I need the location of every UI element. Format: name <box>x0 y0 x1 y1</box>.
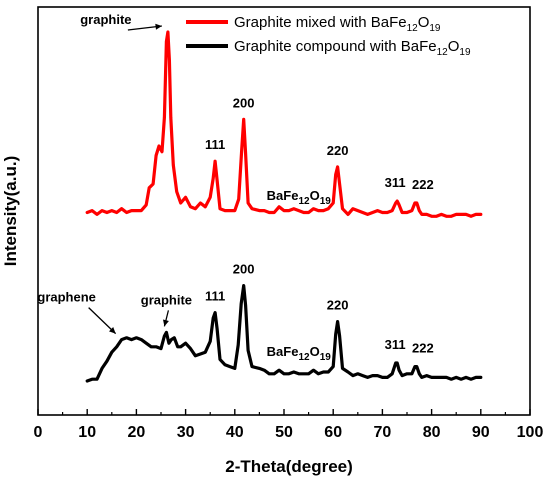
x-tick-label: 100 <box>517 424 544 441</box>
annotation-arrowhead <box>155 23 162 30</box>
annotation-label: 311 <box>385 337 406 352</box>
series-line-1 <box>85 284 483 383</box>
annotation-label: 220 <box>327 298 349 313</box>
x-tick-label: 30 <box>177 424 195 441</box>
x-tick-label: 80 <box>423 424 441 441</box>
annotation-label: graphene <box>37 290 96 305</box>
annotation-label: 200 <box>233 95 255 110</box>
legend-label-1: Graphite compound with BaFe12O19 <box>234 38 471 58</box>
annotation-label: BaFe12O19 <box>267 188 332 207</box>
series-line-0 <box>85 30 483 218</box>
x-axis-title: 2-Theta(degree) <box>225 457 353 476</box>
annotation-label: 220 <box>327 143 349 158</box>
annotation-layer: graphite 111 200 BaFe12O19 220 311 222 graphene… <box>37 12 433 363</box>
x-tick-label: 60 <box>324 424 342 441</box>
annotation-label: 111 <box>205 137 225 152</box>
annotation-label: 222 <box>412 341 434 356</box>
x-axis: 0 10 20 30 40 50 60 70 80 90 100 <box>34 409 544 441</box>
annotation-label: 200 <box>233 262 255 277</box>
annotation-label: graphite <box>80 12 131 27</box>
legend: Graphite mixed with BaFe12O19 Graphite co… <box>186 14 471 58</box>
annotation-label: 311 <box>385 175 406 190</box>
y-axis-title: Intensity(a.u.) <box>1 156 20 267</box>
x-tick-label: 40 <box>226 424 244 441</box>
x-tick-label: 50 <box>275 424 293 441</box>
x-tick-label: 10 <box>78 424 96 441</box>
annotation-arrowhead <box>108 327 116 334</box>
annotation-label: graphite <box>141 292 192 307</box>
series-layer <box>85 30 483 383</box>
x-tick-label: 90 <box>472 424 490 441</box>
x-tick-label: 70 <box>374 424 392 441</box>
annotation-arrowhead <box>162 319 169 327</box>
annotation-label: 111 <box>205 289 225 304</box>
x-tick-label: 0 <box>34 424 43 441</box>
legend-label-0: Graphite mixed with BaFe12O19 <box>234 14 441 34</box>
annotation-label: 222 <box>412 177 434 192</box>
x-tick-label: 20 <box>128 424 146 441</box>
annotation-label: BaFe12O19 <box>267 344 332 363</box>
